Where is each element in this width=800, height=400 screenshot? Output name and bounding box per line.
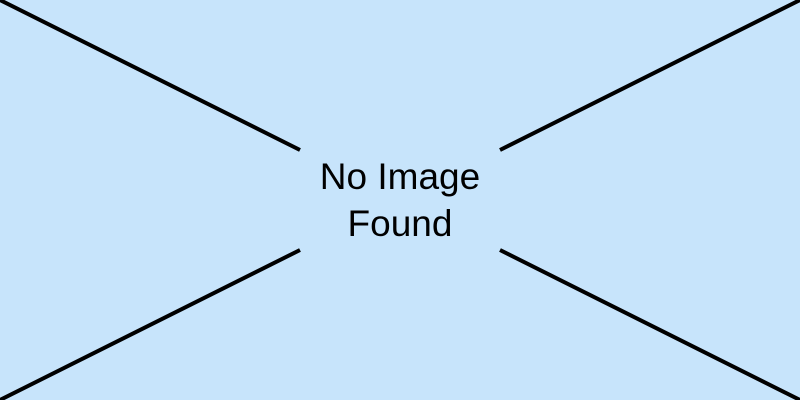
cross-line-bottom-right: [499, 248, 800, 400]
cross-line-top-right: [499, 0, 800, 152]
message-line-2: Found: [347, 203, 453, 244]
cross-line-bottom-left: [0, 248, 301, 400]
no-image-message: No Image Found: [300, 150, 500, 250]
cross-line-top-left: [0, 0, 301, 152]
message-line-1: No Image: [319, 156, 481, 197]
